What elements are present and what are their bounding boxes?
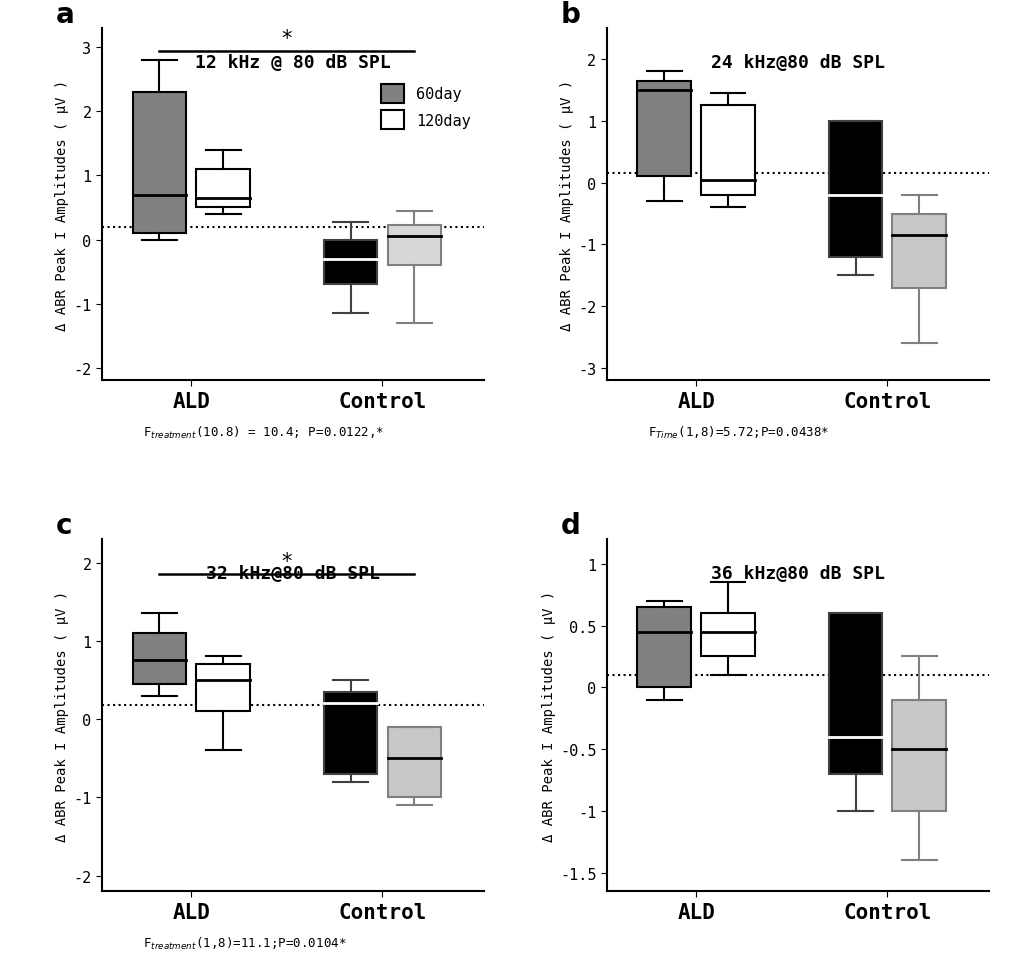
Text: 24 kHz@80 dB SPL: 24 kHz@80 dB SPL <box>710 53 884 72</box>
Bar <box>637 608 691 688</box>
Bar <box>828 613 881 774</box>
Text: *: * <box>281 551 291 572</box>
Bar <box>892 214 946 289</box>
Y-axis label: Δ ABR Peak I Amplitudes ( μV ): Δ ABR Peak I Amplitudes ( μV ) <box>55 79 69 330</box>
Text: 12 kHz @ 80 dB SPL: 12 kHz @ 80 dB SPL <box>196 53 390 72</box>
Y-axis label: Δ ABR Peak I Amplitudes ( μV ): Δ ABR Peak I Amplitudes ( μV ) <box>559 79 574 330</box>
Bar <box>132 93 186 234</box>
Text: F$_{treatment}$(10.8) = 10.4; P=0.0122,*: F$_{treatment}$(10.8) = 10.4; P=0.0122,* <box>143 424 384 441</box>
Text: d: d <box>560 512 580 540</box>
Bar <box>701 107 754 196</box>
Bar <box>387 727 440 797</box>
Bar <box>892 700 946 811</box>
Legend: 60day, 120day: 60day, 120day <box>374 78 477 136</box>
Bar <box>132 634 186 684</box>
Bar <box>387 226 440 266</box>
Y-axis label: Δ ABR Peak I Amplitudes ( μV ): Δ ABR Peak I Amplitudes ( μV ) <box>541 590 555 841</box>
Bar <box>701 613 754 657</box>
Bar <box>324 692 377 774</box>
Text: F$_{treatment}$(1,8)=11.1;P=0.0104*: F$_{treatment}$(1,8)=11.1;P=0.0104* <box>143 935 346 952</box>
Bar <box>196 665 250 711</box>
Text: 32 kHz@80 dB SPL: 32 kHz@80 dB SPL <box>206 564 380 582</box>
Text: c: c <box>56 512 72 540</box>
Text: 36 kHz@80 dB SPL: 36 kHz@80 dB SPL <box>710 564 884 582</box>
Text: *: * <box>281 29 291 48</box>
Bar <box>637 81 691 177</box>
Bar <box>196 170 250 208</box>
Text: F$_{Time}$(1,8)=5.72;P=0.0438*: F$_{Time}$(1,8)=5.72;P=0.0438* <box>647 424 828 441</box>
Y-axis label: Δ ABR Peak I Amplitudes ( μV ): Δ ABR Peak I Amplitudes ( μV ) <box>55 590 69 841</box>
Bar <box>828 122 881 258</box>
Bar <box>324 240 377 285</box>
Text: b: b <box>560 1 580 29</box>
Text: a: a <box>56 1 74 29</box>
